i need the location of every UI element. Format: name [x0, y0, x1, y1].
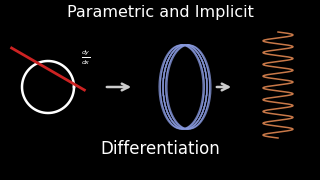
Text: Parametric and Implicit: Parametric and Implicit	[67, 5, 253, 20]
Text: Differentiation: Differentiation	[100, 140, 220, 158]
Text: $\frac{dy}{dx}$: $\frac{dy}{dx}$	[81, 49, 91, 67]
